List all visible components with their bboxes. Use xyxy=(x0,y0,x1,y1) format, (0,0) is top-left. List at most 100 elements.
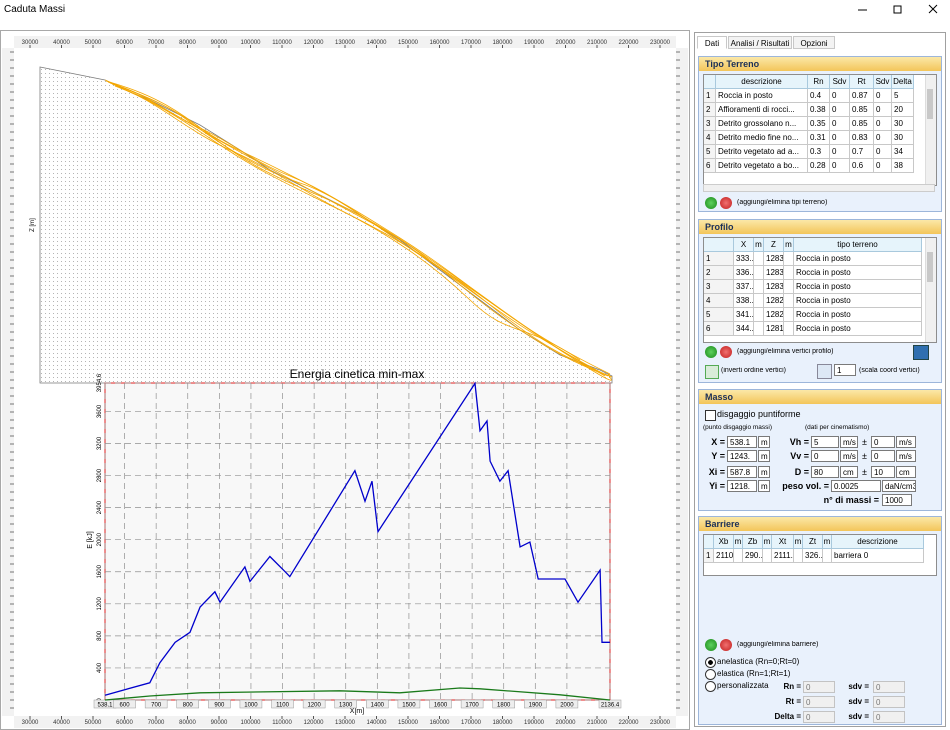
table-cell[interactable]: 20 xyxy=(892,103,914,117)
table-cell[interactable]: Detrito grossolano n... xyxy=(716,117,808,131)
table-cell[interactable]: 6 xyxy=(704,322,734,336)
table-cell[interactable]: 0 xyxy=(830,117,850,131)
table-cell[interactable]: Roccia in posto xyxy=(794,280,922,294)
table-cell[interactable]: 1283.... xyxy=(764,266,784,280)
table-cell[interactable]: 2110.... xyxy=(714,549,734,563)
table-cell[interactable]: 0.38 xyxy=(808,103,830,117)
table-cell[interactable] xyxy=(784,308,794,322)
table-cell[interactable]: Roccia in posto xyxy=(794,266,922,280)
table-cell[interactable]: 0.4 xyxy=(808,89,830,103)
table-cell[interactable] xyxy=(734,549,743,563)
table-cell[interactable]: 0 xyxy=(830,131,850,145)
table-cell[interactable]: 0.28 xyxy=(808,159,830,173)
table-cell[interactable]: 0.83 xyxy=(850,131,874,145)
tab[interactable]: Analisi / Risultati xyxy=(728,36,792,49)
field-input[interactable]: 5 xyxy=(811,436,839,448)
table-cell[interactable]: 3 xyxy=(704,280,734,294)
table-cell[interactable]: 1 xyxy=(704,89,716,103)
radio[interactable] xyxy=(705,681,716,692)
field-input[interactable]: 80 xyxy=(811,466,839,478)
table-cell[interactable]: 1282.... xyxy=(764,308,784,322)
close-button[interactable] xyxy=(928,4,938,14)
scroll-thumb[interactable] xyxy=(927,89,933,119)
table-cell[interactable]: 1283.... xyxy=(764,280,784,294)
field-input[interactable]: 0 xyxy=(871,436,895,448)
table-cell[interactable] xyxy=(754,294,764,308)
table-cell[interactable]: 0 xyxy=(874,117,892,131)
table-cell[interactable]: 0.6 xyxy=(850,159,874,173)
table-cell[interactable] xyxy=(794,549,803,563)
table-cell[interactable]: Detrito vegetato ad a... xyxy=(716,145,808,159)
table-cell[interactable]: 5 xyxy=(704,308,734,322)
table-cell[interactable]: 1282.... xyxy=(764,294,784,308)
chart-button[interactable] xyxy=(913,345,929,360)
table-cell[interactable]: 2 xyxy=(704,266,734,280)
add-button[interactable] xyxy=(705,639,717,651)
table-cell[interactable]: Detrito vegetato a bo... xyxy=(716,159,808,173)
field-input[interactable]: 1000 xyxy=(882,494,912,506)
table-cell[interactable]: 333.... xyxy=(734,252,754,266)
table-cell[interactable] xyxy=(823,549,832,563)
table-cell[interactable]: 30 xyxy=(892,117,914,131)
table-cell[interactable]: 30 xyxy=(892,131,914,145)
restore-button[interactable] xyxy=(893,5,902,14)
table-cell[interactable]: 290.... xyxy=(743,549,763,563)
field-input[interactable]: 0.0025 xyxy=(831,480,881,492)
table-cell[interactable] xyxy=(763,549,772,563)
table-cell[interactable] xyxy=(754,280,764,294)
table-cell[interactable]: 0.35 xyxy=(808,117,830,131)
table-cell[interactable]: 0 xyxy=(874,145,892,159)
table-cell[interactable] xyxy=(754,322,764,336)
h-scrollbar[interactable] xyxy=(703,184,935,192)
table-cell[interactable]: 38 xyxy=(892,159,914,173)
table-cell[interactable] xyxy=(754,308,764,322)
table-cell[interactable]: 0.85 xyxy=(850,117,874,131)
field-input[interactable]: 10 xyxy=(871,466,895,478)
table-cell[interactable]: 0 xyxy=(874,89,892,103)
table-cell[interactable]: Roccia in posto xyxy=(794,252,922,266)
table-cell[interactable]: 2 xyxy=(704,103,716,117)
table-cell[interactable]: 0.85 xyxy=(850,103,874,117)
table-cell[interactable]: 0.31 xyxy=(808,131,830,145)
table-cell[interactable] xyxy=(784,280,794,294)
table-cell[interactable]: 0.3 xyxy=(808,145,830,159)
table-cell[interactable]: 1281.... xyxy=(764,322,784,336)
tab[interactable]: Dati xyxy=(697,36,727,49)
table-cell[interactable]: 0 xyxy=(874,131,892,145)
table-cell[interactable]: 4 xyxy=(704,294,734,308)
table-cell[interactable]: 0.7 xyxy=(850,145,874,159)
param-input[interactable]: 0 xyxy=(803,696,835,708)
add-button[interactable] xyxy=(705,197,717,209)
field-input[interactable]: 538.1 xyxy=(727,436,757,448)
param-input[interactable]: 0 xyxy=(803,681,835,693)
table-cell[interactable] xyxy=(784,252,794,266)
field-input[interactable]: 587.8 xyxy=(727,466,757,478)
remove-button[interactable] xyxy=(720,346,732,358)
param-input[interactable]: 0 xyxy=(873,681,905,693)
field-input[interactable]: 0 xyxy=(811,450,839,462)
table-cell[interactable]: Roccia in posto xyxy=(794,294,922,308)
table-cell[interactable]: 337.... xyxy=(734,280,754,294)
table-cell[interactable]: 6 xyxy=(704,159,716,173)
table-cell[interactable]: 4 xyxy=(704,131,716,145)
table-cell[interactable]: 338.... xyxy=(734,294,754,308)
scale-input[interactable]: 1 xyxy=(834,364,856,376)
scrollbar[interactable] xyxy=(925,238,936,342)
radio[interactable] xyxy=(705,657,716,668)
radio[interactable] xyxy=(705,669,716,680)
field-input[interactable]: 1218. xyxy=(727,480,757,492)
table-cell[interactable]: barriera 0 xyxy=(832,549,924,563)
table-cell[interactable]: 5 xyxy=(892,89,914,103)
table-cell[interactable]: Detrito medio fine no... xyxy=(716,131,808,145)
add-button[interactable] xyxy=(705,346,717,358)
table-cell[interactable]: 344.... xyxy=(734,322,754,336)
table-cell[interactable]: 3 xyxy=(704,117,716,131)
table-cell[interactable]: 2111.... xyxy=(772,549,794,563)
field-input[interactable]: 1243. xyxy=(727,450,757,462)
table-cell[interactable]: 341.... xyxy=(734,308,754,322)
scrollbar[interactable] xyxy=(925,75,936,185)
table-cell[interactable] xyxy=(784,322,794,336)
param-input[interactable]: 0 xyxy=(803,711,835,723)
table-cell[interactable]: Affioramenti di rocci... xyxy=(716,103,808,117)
table-cell[interactable] xyxy=(754,266,764,280)
